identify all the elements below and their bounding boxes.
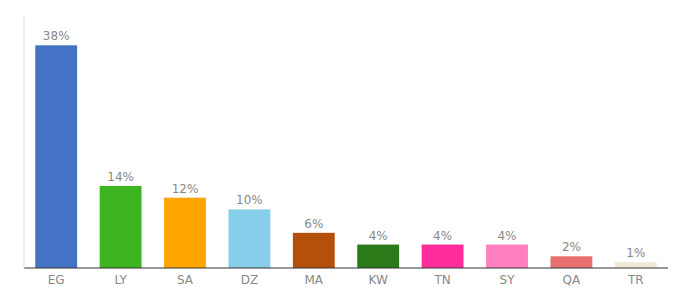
x-tick-label: KW bbox=[369, 273, 388, 287]
bar bbox=[615, 262, 657, 268]
bar bbox=[486, 245, 528, 268]
data-label: 2% bbox=[562, 240, 581, 254]
axes bbox=[24, 16, 668, 268]
chart-svg: EG LY SA DZ MA KW TN SY QA TR 38% 14% 12% 10% 6% 4% 4% 4%… bbox=[0, 0, 680, 300]
x-tick-label: QA bbox=[563, 273, 581, 287]
data-label: 6% bbox=[304, 217, 323, 231]
data-labels: 38% 14% 12% 10% 6% 4% 4% 4% 2% 1% bbox=[43, 29, 645, 260]
x-tick-label: TR bbox=[627, 273, 644, 287]
page: {"chart_data": {"type": "bar", "categori… bbox=[0, 0, 680, 300]
bar bbox=[422, 245, 464, 268]
bar bbox=[293, 233, 335, 268]
data-label: 12% bbox=[172, 182, 199, 196]
x-tick-label: EG bbox=[48, 273, 65, 287]
bar bbox=[35, 45, 77, 268]
x-tick-label: DZ bbox=[241, 273, 258, 287]
bar bbox=[550, 256, 592, 268]
data-label: 4% bbox=[433, 229, 452, 243]
chart-container: EG LY SA DZ MA KW TN SY QA TR 38% 14% 12% 10% 6% 4% 4% 4%… bbox=[0, 0, 680, 300]
bars bbox=[35, 45, 656, 268]
data-label: 10% bbox=[236, 193, 263, 207]
bar bbox=[357, 245, 399, 268]
x-tick-labels: EG LY SA DZ MA KW TN SY QA TR bbox=[48, 273, 644, 287]
x-tick-label: MA bbox=[305, 273, 324, 287]
bar bbox=[164, 198, 206, 268]
data-label: 14% bbox=[107, 170, 134, 184]
x-tick-label: TN bbox=[433, 273, 450, 287]
bar bbox=[228, 209, 270, 268]
data-label: 4% bbox=[497, 229, 516, 243]
data-label: 4% bbox=[369, 229, 388, 243]
y-axis-line bbox=[24, 16, 25, 268]
bar bbox=[100, 186, 142, 268]
x-tick-label: LY bbox=[114, 273, 127, 287]
x-tick-label: SY bbox=[500, 273, 516, 287]
x-axis-line bbox=[24, 268, 668, 269]
data-label: 38% bbox=[43, 29, 70, 43]
x-tick-label: SA bbox=[177, 273, 194, 287]
data-label: 1% bbox=[626, 246, 645, 260]
